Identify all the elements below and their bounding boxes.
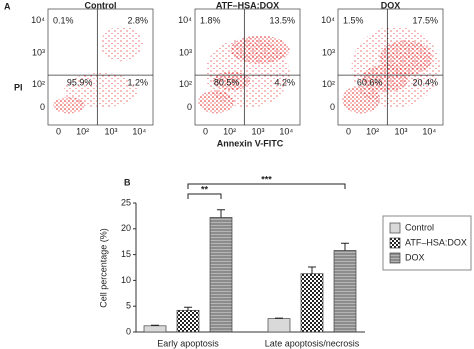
- quadrant-percent: 0.1%: [53, 15, 74, 25]
- y-tick-label: 10³: [322, 47, 335, 57]
- significance-label: **: [201, 184, 209, 194]
- quadrant-percent: 60.6%: [357, 77, 383, 87]
- panel-b: B Cell percentage (%): [98, 177, 131, 307]
- legend-swatch: [389, 252, 401, 264]
- bar: [300, 273, 324, 333]
- y-tick-label: 10²: [32, 79, 45, 89]
- significance-bracket: [187, 183, 346, 189]
- x-axis-label: Annexin V-FITC: [217, 138, 284, 148]
- x-tick-label: 0: [346, 126, 351, 136]
- y-tick-label: 25: [121, 197, 131, 207]
- quadrant-percent: 80.5%: [214, 77, 240, 87]
- legend-swatch: [389, 222, 401, 234]
- x-tick-label: 10³: [251, 126, 264, 136]
- y-tick-label: 10⁴: [178, 15, 192, 25]
- x-tick-label: 0: [203, 126, 208, 136]
- plot-title: Control: [85, 0, 117, 10]
- error-bar: [341, 242, 349, 251]
- significance-label: ***: [261, 174, 272, 184]
- legend-label: Control: [405, 222, 434, 232]
- y-tick-label: 0: [187, 102, 192, 112]
- legend-swatch: [389, 237, 401, 249]
- y-tick-label: 0: [40, 102, 45, 112]
- error-bar: [308, 266, 316, 274]
- significance-bracket: [187, 193, 222, 199]
- y-tick-label: 10⁴: [31, 15, 45, 25]
- plot-title: ATF–HSA:DOX: [216, 0, 279, 10]
- quadrant-percent: 13.5%: [269, 15, 295, 25]
- bar: [176, 309, 200, 333]
- panel-label: A: [4, 1, 11, 11]
- quadrant-percent: 1.5%: [343, 15, 364, 25]
- quadrant-percent: 1.2%: [127, 77, 148, 87]
- quadrant-percent: 4.2%: [274, 77, 295, 87]
- error-bar: [217, 209, 225, 218]
- y-tick-label: 10: [121, 275, 131, 285]
- x-tick-label: 10²: [223, 126, 236, 136]
- legend-label: DOX: [405, 252, 425, 262]
- bar: [267, 318, 291, 333]
- y-tick-label: 10³: [179, 47, 192, 57]
- x-tick-label: 10³: [394, 126, 407, 136]
- panel-a: A PI Annexin V-FITC: [4, 1, 284, 148]
- bar: [143, 325, 167, 333]
- bar: [209, 217, 233, 333]
- x-tick-label: 10⁴: [279, 126, 293, 136]
- plot-title: DOX: [381, 0, 401, 10]
- x-tick-label: 10⁴: [132, 126, 146, 136]
- y-tick-label: 10²: [179, 79, 192, 89]
- x-tick-label: 10²: [76, 126, 89, 136]
- quadrant-percent: 20.4%: [412, 77, 438, 87]
- y-tick-label: 10⁴: [321, 15, 335, 25]
- quadrant-percent: 2.8%: [127, 15, 148, 25]
- cell-cloud: [63, 72, 138, 108]
- quadrant-percent: 95.9%: [67, 77, 93, 87]
- bar: [333, 250, 357, 333]
- y-tick-label: 20: [121, 223, 131, 233]
- y-tick-label: 0: [126, 326, 131, 336]
- error-bar: [275, 317, 283, 319]
- error-bar: [184, 306, 192, 311]
- quadrant-percent: 17.5%: [412, 15, 438, 25]
- y-tick-label: 10³: [32, 47, 45, 57]
- x-tick-label: 10²: [366, 126, 379, 136]
- error-bar: [151, 324, 159, 326]
- panel-label: B: [124, 177, 131, 187]
- x-tick-label: Late apoptosis/necrosis: [265, 338, 360, 348]
- x-tick-label: Early apoptosis: [157, 338, 219, 348]
- cell-cloud: [351, 26, 440, 108]
- quadrant-percent: 1.8%: [200, 15, 221, 25]
- y-axis-label: Cell percentage (%): [98, 228, 108, 308]
- x-tick-label: 10³: [104, 126, 117, 136]
- x-tick-label: 10⁴: [422, 126, 436, 136]
- y-tick-label: 10²: [322, 79, 335, 89]
- y-tick-label: 0: [330, 102, 335, 112]
- cell-cloud: [205, 38, 290, 108]
- y-tick-label: 15: [121, 249, 131, 259]
- y-axis-label: PI: [14, 82, 23, 92]
- y-tick-label: 5: [126, 301, 131, 311]
- legend-label: ATF–HSA:DOX: [405, 237, 467, 247]
- cell-cloud: [100, 26, 143, 62]
- x-tick-label: 0: [56, 126, 61, 136]
